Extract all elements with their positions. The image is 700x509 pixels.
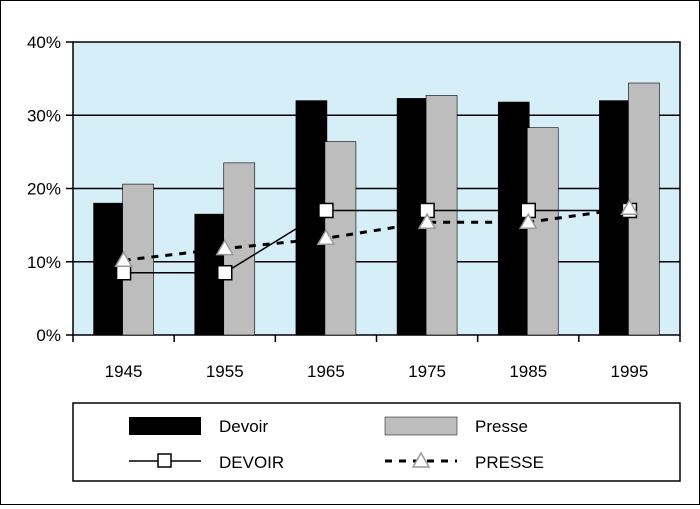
x-tick-label: 1985 — [509, 362, 547, 381]
bar-devoir — [497, 101, 530, 336]
x-tick-label: 1995 — [611, 362, 649, 381]
x-tick-label: 1955 — [206, 362, 244, 381]
marker-devoir — [318, 202, 334, 219]
legend-swatch-presse-bar — [384, 416, 458, 436]
x-tick-label: 1945 — [105, 362, 143, 381]
y-tick-label: 40% — [27, 33, 61, 52]
legend-marker-devoir — [157, 453, 172, 468]
line-devoir — [123, 209, 630, 274]
legend-label-devoir-line: DEVOIR — [219, 453, 284, 472]
y-tick-label: 20% — [27, 180, 61, 199]
marker-presse — [417, 212, 437, 229]
legend: Devoir Presse DEVOIR PRESSE — [72, 402, 681, 482]
legend-label-presse-bar: Presse — [475, 417, 528, 436]
marker-presse — [114, 250, 133, 268]
legend-box — [72, 402, 681, 482]
legend-label-devoir-bar: Devoir — [219, 417, 268, 436]
marker-devoir — [217, 264, 233, 281]
y-tick-label: 30% — [27, 106, 61, 125]
bar-presse — [526, 127, 559, 336]
line-presse — [123, 206, 630, 262]
y-tick-label: 0% — [36, 326, 61, 345]
legend-marker-presse — [411, 451, 431, 468]
marker-presse — [518, 212, 538, 229]
x-tick-label: 1965 — [307, 362, 345, 381]
marker-presse — [215, 239, 235, 256]
marker-presse — [620, 198, 639, 216]
marker-presse — [316, 228, 336, 246]
marker-devoir — [115, 264, 132, 281]
legend-swatch-devoir-bar — [129, 417, 201, 435]
legend-label-presse-line: PRESSE — [475, 453, 544, 472]
y-tick-label: 10% — [27, 253, 61, 272]
x-tick-label: 1975 — [408, 362, 446, 381]
